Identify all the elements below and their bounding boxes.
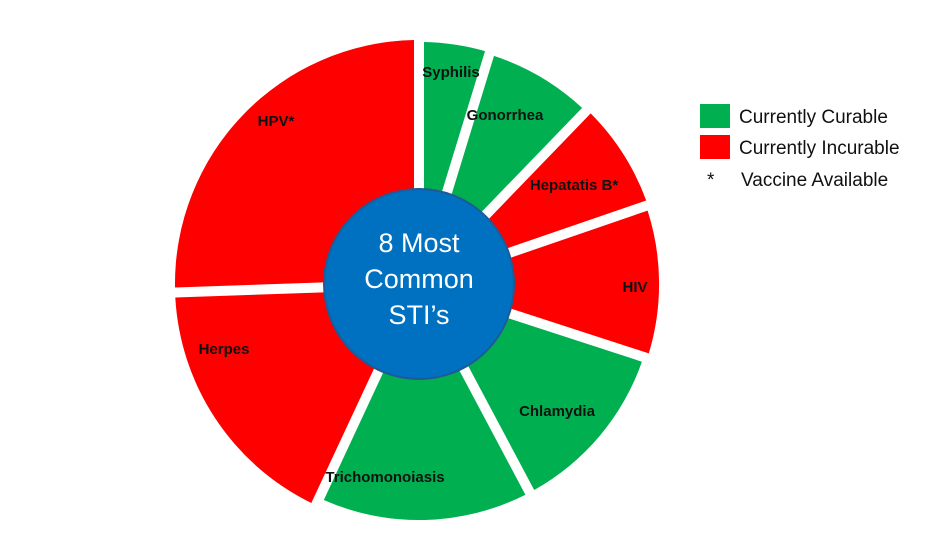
segment-label-herpes: Herpes [199, 341, 250, 358]
segment-hiv [503, 210, 660, 354]
legend-swatch-curable [700, 104, 730, 128]
segment-chlamydia [464, 315, 642, 490]
legend-label-vaccine: Vaccine Available [741, 170, 888, 191]
segment-label-gonorrhea: Gonorrhea [467, 107, 544, 124]
segment-trichomonoiasis [323, 364, 526, 521]
segment-label-syphilis: Syphilis [422, 64, 480, 81]
segment-syphilis [424, 42, 485, 199]
center-title-line-3: STI’s [388, 300, 449, 330]
legend: Currently Curable Currently Incurable * … [700, 104, 900, 191]
segment-hpv [174, 40, 414, 288]
segment-label-hepatatis-b: Hepatatis B* [530, 177, 619, 194]
segment-label-trichomonoiasis: Trichomonoiasis [325, 469, 444, 486]
legend-vaccine-symbol: * [707, 170, 715, 191]
legend-label-curable: Currently Curable [739, 107, 888, 128]
segment-label-hpv: HPV* [258, 113, 295, 130]
donut-segments: Syphilis Gonorrhea Hepatatis B* HIV Chlamydi… [174, 40, 660, 521]
segment-label-chlamydia: Chlamydia [519, 403, 596, 420]
segment-gonorrhea [449, 55, 583, 218]
center-title-line-2: Common [364, 264, 474, 294]
center-title-line-1: 8 Most [378, 228, 460, 258]
segment-hepatatis-b [483, 113, 647, 251]
segment-label-hiv: HIV [622, 279, 647, 296]
legend-swatch-incurable [700, 135, 730, 159]
segment-herpes [175, 292, 378, 503]
center-circle [323, 188, 515, 380]
legend-label-incurable: Currently Incurable [739, 138, 900, 159]
